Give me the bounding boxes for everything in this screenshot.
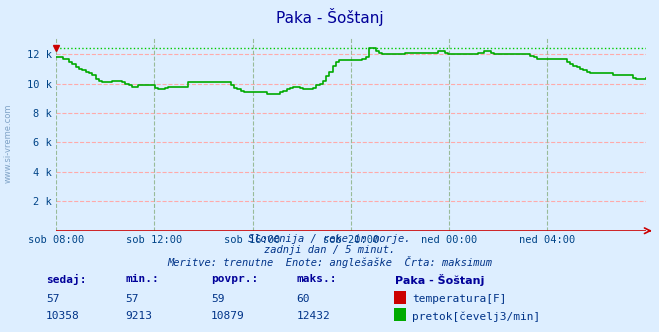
Text: 59: 59 (211, 294, 224, 304)
Text: pretok[čevelj3/min]: pretok[čevelj3/min] (412, 311, 540, 322)
Text: 60: 60 (297, 294, 310, 304)
Text: 9213: 9213 (125, 311, 152, 321)
Text: min.:: min.: (125, 274, 159, 284)
Text: Slovenija / reke in morje.: Slovenija / reke in morje. (248, 234, 411, 244)
Text: 57: 57 (125, 294, 138, 304)
Text: 12432: 12432 (297, 311, 330, 321)
Text: 10879: 10879 (211, 311, 244, 321)
Text: 57: 57 (46, 294, 59, 304)
Text: zadnji dan / 5 minut.: zadnji dan / 5 minut. (264, 245, 395, 255)
Text: temperatura[F]: temperatura[F] (412, 294, 506, 304)
Text: Paka - Šoštanj: Paka - Šoštanj (275, 8, 384, 26)
Text: 10358: 10358 (46, 311, 80, 321)
Text: maks.:: maks.: (297, 274, 337, 284)
Text: Paka - Šoštanj: Paka - Šoštanj (395, 274, 485, 286)
Text: Meritve: trenutne  Enote: anglešaške  Črta: maksimum: Meritve: trenutne Enote: anglešaške Črta… (167, 256, 492, 268)
Text: www.si-vreme.com: www.si-vreme.com (4, 103, 13, 183)
Text: povpr.:: povpr.: (211, 274, 258, 284)
Text: sedaj:: sedaj: (46, 274, 86, 285)
